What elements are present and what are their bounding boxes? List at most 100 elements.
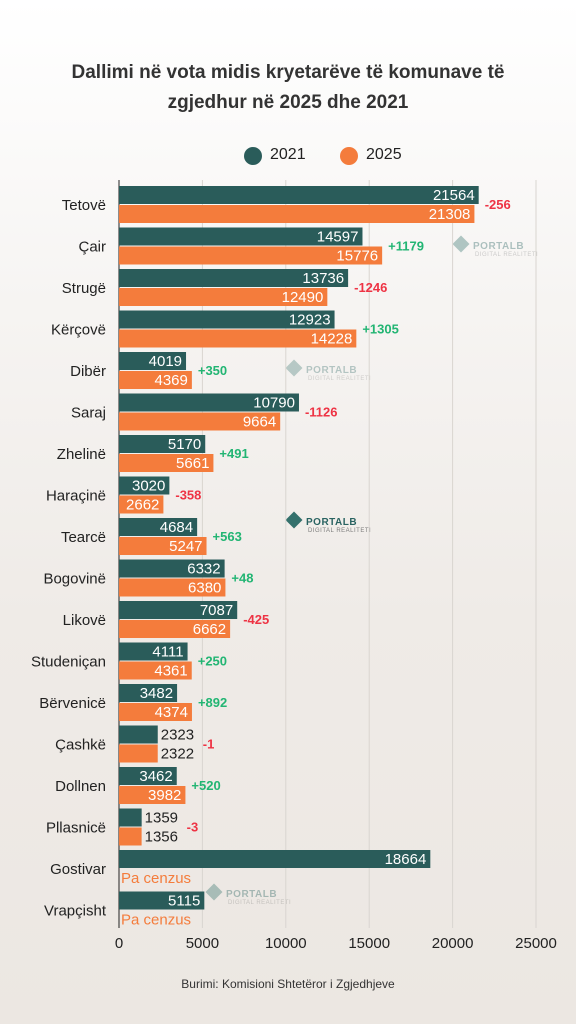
legend-label-2025: 2025 — [366, 146, 402, 163]
difference-label: -256 — [485, 197, 511, 212]
x-tick-label: 25000 — [515, 935, 557, 952]
difference-label: -3 — [187, 820, 199, 835]
data-label-2025: 5661 — [176, 455, 209, 472]
difference-label: +563 — [213, 529, 242, 544]
difference-label: +520 — [191, 778, 220, 793]
difference-label: -1246 — [354, 280, 387, 295]
watermark-logo: PORTALB DIGITAL REALITETI — [285, 511, 372, 534]
bar-2021 — [119, 808, 142, 827]
difference-label: +892 — [198, 695, 227, 710]
data-label-2025: 2322 — [161, 746, 194, 763]
missing-data-label: Pa cenzus — [121, 912, 191, 929]
category-label: Saraj — [71, 405, 106, 422]
bar-2025 — [119, 495, 164, 514]
x-tick-label: 15000 — [348, 935, 390, 952]
x-tick-label: 0 — [115, 935, 123, 952]
bar-2021 — [119, 891, 205, 910]
x-tick-label: 20000 — [432, 935, 474, 952]
difference-label: +1305 — [362, 322, 399, 337]
data-label-2025: 9664 — [243, 414, 276, 431]
bar-2025 — [119, 454, 214, 472]
category-label: Tetovë — [62, 197, 106, 214]
source-note: Burimi: Komisioni Shtetëror i Zgjedhjeve — [181, 977, 395, 991]
bar-2025 — [119, 412, 281, 431]
chart-title-line2: zgjedhur në 2025 dhe 2021 — [167, 92, 409, 113]
bar-2021 — [119, 227, 363, 246]
bar-2021 — [119, 476, 170, 495]
data-label-2025: 4374 — [155, 704, 188, 721]
bar-2025 — [119, 329, 357, 348]
watermark-brand: PORTALB — [473, 241, 525, 252]
bar-2025 — [119, 703, 192, 721]
bar-2025 — [119, 786, 186, 804]
x-tick-label: 5000 — [186, 935, 219, 952]
data-label-2021: 3482 — [140, 685, 173, 702]
bar-2021 — [119, 559, 225, 578]
data-label-2025: 1356 — [145, 829, 178, 846]
bar-2021 — [119, 269, 349, 287]
bar-2021 — [119, 850, 431, 868]
difference-label: -425 — [243, 612, 269, 627]
data-label-2021: 7087 — [200, 602, 233, 619]
bar-2025 — [119, 246, 383, 265]
difference-label: +491 — [219, 446, 248, 461]
bar-2025 — [119, 661, 192, 680]
watermark-brand: PORTALB — [306, 517, 358, 528]
bar-2021 — [119, 767, 177, 785]
data-label-2025: 4361 — [154, 663, 187, 680]
bar-2025 — [119, 288, 328, 306]
bar-2025 — [119, 744, 158, 763]
category-label: Dollnen — [55, 778, 106, 795]
category-label: Haraçinë — [46, 488, 106, 505]
bar-2021 — [119, 435, 206, 453]
bar-2021 — [119, 186, 479, 204]
data-label-2021: 10790 — [253, 395, 295, 412]
difference-label: +1179 — [388, 239, 424, 254]
watermark-brand: PORTALB — [226, 889, 278, 900]
bar-2025 — [119, 827, 142, 846]
data-label-2025: 2662 — [126, 497, 159, 514]
category-label: Pllasnicë — [46, 820, 106, 837]
data-label-2025: 4369 — [154, 372, 187, 389]
watermark-sub: DIGITAL REALITETI — [308, 528, 372, 534]
watermark-sub: DIGITAL REALITETI — [308, 376, 372, 382]
bar-2021 — [119, 725, 158, 744]
data-label-2021: 12923 — [289, 312, 331, 329]
data-label-2021: 5170 — [168, 436, 201, 453]
data-label-2021: 14597 — [317, 229, 359, 246]
bar-2021 — [119, 684, 178, 702]
legend-label-2021: 2021 — [270, 146, 306, 163]
category-label: Çashkë — [55, 737, 106, 754]
data-label-2021: 4684 — [160, 519, 193, 536]
category-label: Gostivar — [50, 861, 106, 878]
data-label-2021: 5115 — [168, 893, 200, 910]
bar-2025 — [119, 578, 226, 597]
data-label-2021: 18664 — [385, 851, 427, 868]
category-label: Vrapçisht — [44, 903, 107, 920]
x-tick-label: 10000 — [265, 935, 307, 952]
bar-2025 — [119, 371, 192, 389]
watermark-brand: PORTALB — [306, 365, 358, 376]
data-label-2021: 4019 — [149, 353, 182, 370]
bar-2025 — [119, 537, 207, 555]
watermark-logo: PORTALB DIGITAL REALITETI — [205, 883, 291, 906]
category-label: Tearcë — [61, 529, 106, 546]
data-label-2021: 4111 — [152, 644, 183, 661]
data-label-2021: 21564 — [433, 187, 475, 204]
category-label: Kërçovë — [51, 322, 106, 339]
data-label-2025: 12490 — [282, 289, 324, 306]
bar-2021 — [119, 352, 187, 370]
data-label-2021: 13736 — [302, 270, 344, 287]
difference-label: -1 — [203, 737, 215, 752]
chart-title-line1: Dallimi në vota midis kryetarëve të komu… — [71, 62, 505, 83]
chart-title: Dallimi në vota midis kryetarëve të komu… — [0, 58, 576, 118]
data-label-2025: 15776 — [336, 248, 378, 265]
watermark-sub: DIGITAL REALITETI — [475, 252, 539, 258]
difference-label: -358 — [175, 488, 201, 503]
watermark-logo: PORTALB DIGITAL REALITETI — [285, 359, 372, 382]
category-label: Studeniçan — [31, 654, 106, 671]
bar-2021 — [119, 393, 299, 412]
bar-2021 — [119, 310, 335, 329]
difference-label: +350 — [198, 363, 227, 378]
bar-2025 — [119, 205, 475, 223]
